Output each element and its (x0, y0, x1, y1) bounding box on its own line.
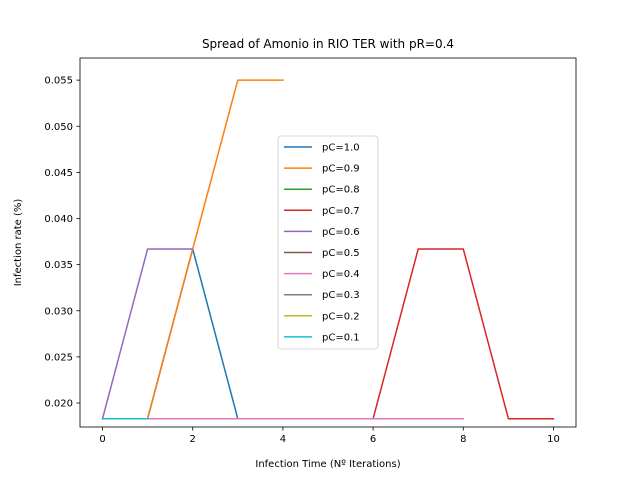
legend-label-3: pC=0.7 (322, 206, 360, 217)
chart-title: Spread of Amonio in RIO TER with pR=0.4 (202, 37, 454, 51)
legend-label-2: pC=0.8 (322, 185, 360, 196)
plot-area: 0 2 4 6 8 10 0.0200.0250.0300.0350.0400.0450.… (44, 57, 577, 445)
legend-label-4: pC=0.6 (322, 227, 360, 238)
series-line-4 (101, 248, 194, 420)
x-tick-label: 0 (99, 434, 105, 445)
y-tick-label: 0.055 (44, 76, 73, 87)
legend-label-7: pC=0.3 (322, 290, 360, 301)
legend-label-6: pC=0.4 (322, 269, 360, 280)
y-tick-label: 0.045 (44, 168, 73, 179)
x-tick-label: 2 (190, 434, 196, 445)
legend-label-8: pC=0.2 (322, 311, 360, 322)
legend-label-0: pC=1.0 (322, 143, 360, 154)
x-tick-label: 4 (280, 434, 286, 445)
x-tick-label: 10 (547, 434, 560, 445)
y-tick-label: 0.020 (44, 399, 73, 410)
y-tick-label: 0.040 (44, 214, 73, 225)
plot-frame (79, 57, 577, 428)
legend-items: pC=1.0 pC=0.9 pC=0.8 pC=0.7 pC=0.6 pC=0.5 pC=0… (284, 143, 360, 343)
legend-label-9: pC=0.1 (322, 332, 360, 343)
legend: pC=1.0 pC=0.9 pC=0.8 pC=0.7 pC=0.6 pC=0.5 pC=0… (277, 135, 379, 350)
y-tick-label: 0.025 (44, 352, 73, 363)
y-axis-ticks: 0.020 0.025 0.030 0.035 0.040 0.045 0.050 0.055 (44, 76, 80, 410)
legend-label-1: pC=0.9 (322, 164, 360, 175)
x-axis-ticks: 0 2 4 6 8 10 (99, 427, 560, 445)
legend-label-5: pC=0.5 (322, 248, 360, 259)
x-tick-label: 8 (460, 434, 466, 445)
x-axis-label: Infection Time (Nº Iterations) (255, 459, 400, 470)
y-tick-label: 0.050 (44, 122, 73, 133)
x-tick-label: 6 (370, 434, 376, 445)
series-layer (101, 79, 555, 420)
y-tick-label: 0.035 (44, 260, 73, 271)
y-axis-label: Infection rate (%) (13, 199, 24, 287)
y-tick-label: 0.030 (44, 306, 73, 317)
